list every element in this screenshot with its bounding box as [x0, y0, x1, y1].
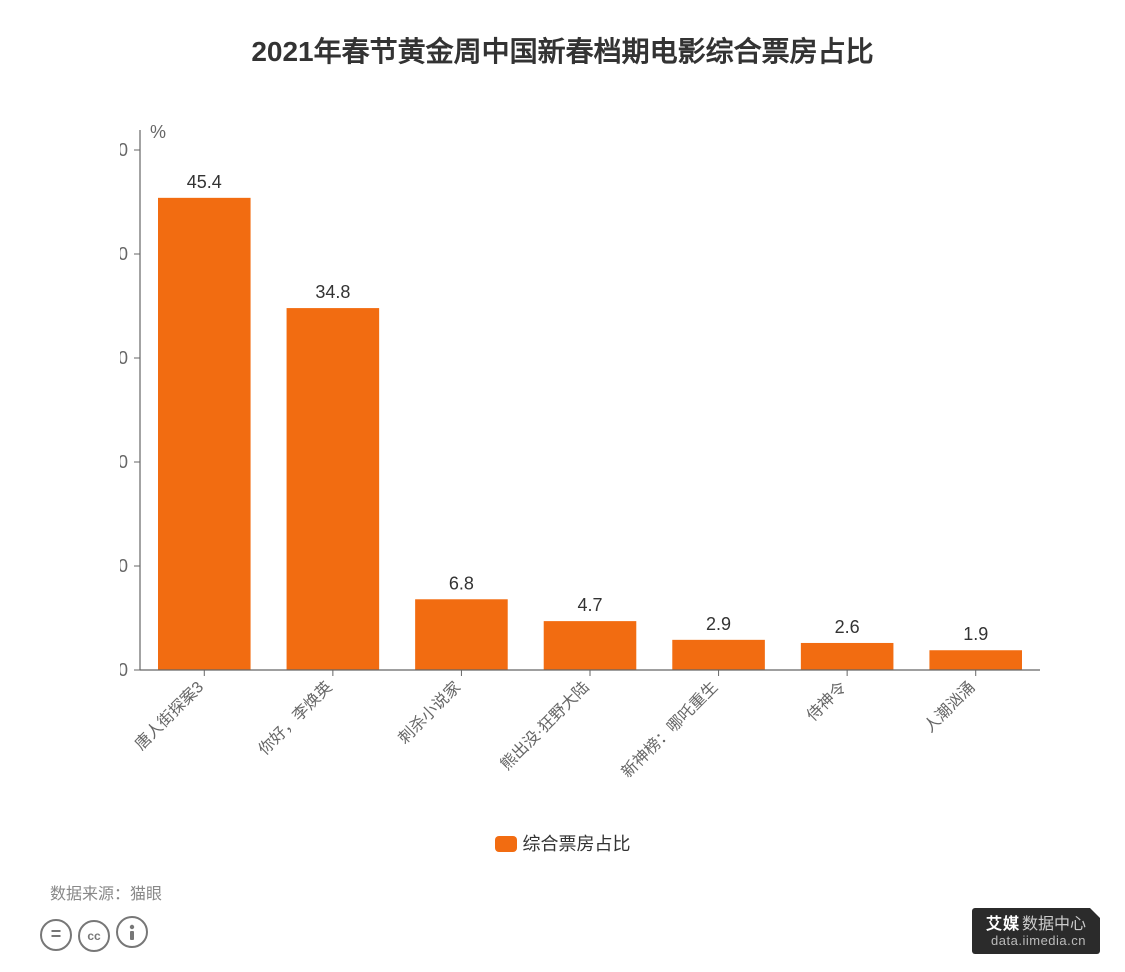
watermark-corner	[1089, 907, 1101, 919]
bar-value-label: 2.9	[706, 614, 731, 634]
y-tick-label: 40	[120, 244, 128, 264]
bar	[544, 621, 637, 670]
bar	[158, 198, 251, 670]
bar-chart: 01020304050%45.4唐人街探案334.8你好，李焕英6.8刺杀小说家…	[120, 110, 1020, 690]
y-tick-label: 10	[120, 556, 128, 576]
y-tick-label: 20	[120, 452, 128, 472]
bar	[801, 643, 894, 670]
watermark-brand-cn: 艾媒	[986, 916, 1020, 933]
x-category-label: 你好，李焕英	[255, 678, 336, 759]
y-tick-label: 30	[120, 348, 128, 368]
y-tick-label: 50	[120, 140, 128, 160]
y-unit-label: %	[150, 122, 166, 142]
license-badges: =cc	[40, 916, 154, 952]
legend-swatch	[495, 836, 517, 852]
x-category-label: 刺杀小说家	[395, 678, 464, 747]
chart-legend: 综合票房占比	[0, 830, 1125, 856]
bar-value-label: 34.8	[315, 282, 350, 302]
license-badge-icon	[116, 916, 148, 948]
bar-value-label: 6.8	[449, 573, 474, 593]
license-badge-icon: =	[40, 919, 72, 951]
x-category-label: 新神榜：哪吒重生	[618, 678, 721, 781]
data-source-label: 数据来源：猫眼	[50, 880, 162, 904]
watermark-url: data.iimedia.cn	[986, 934, 1086, 948]
license-badge-icon: cc	[78, 920, 110, 952]
legend-label: 综合票房占比	[523, 834, 631, 854]
bar-value-label: 4.7	[577, 595, 602, 615]
x-category-label: 人潮汹涌	[921, 678, 979, 736]
watermark-brand-suffix: 数据中心	[1022, 916, 1086, 933]
x-category-label: 侍神令	[803, 678, 850, 725]
bar-value-label: 1.9	[963, 624, 988, 644]
bar	[929, 650, 1022, 670]
watermark-badge: 艾媒数据中心 data.iimedia.cn	[972, 908, 1100, 954]
watermark-brand: 艾媒数据中心	[986, 916, 1086, 934]
bar	[415, 599, 508, 670]
y-tick-label: 0	[120, 660, 128, 680]
bar-value-label: 45.4	[187, 172, 222, 192]
x-category-label: 唐人街探案3	[132, 678, 208, 754]
x-category-label: 熊出没·狂野大陆	[497, 678, 593, 774]
chart-title: 2021年春节黄金周中国新春档期电影综合票房占比	[0, 30, 1125, 70]
bar	[287, 308, 380, 670]
bar-value-label: 2.6	[835, 617, 860, 637]
bar	[672, 640, 765, 670]
